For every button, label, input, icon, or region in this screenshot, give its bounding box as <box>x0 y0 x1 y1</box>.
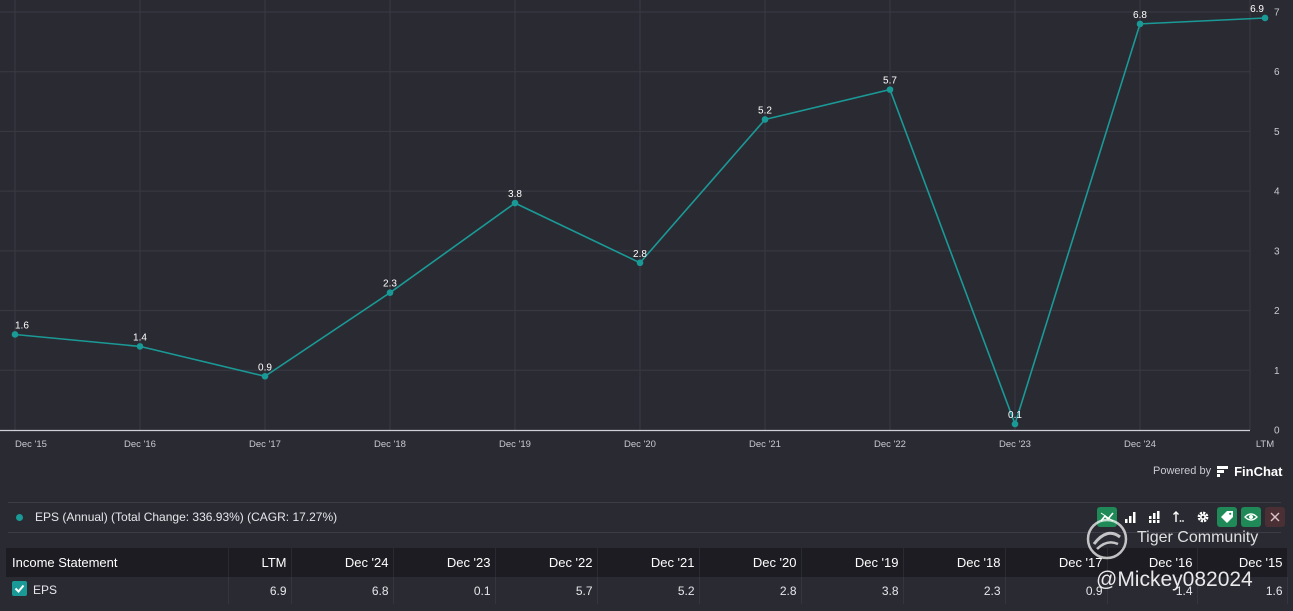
line-chart-icon[interactable] <box>1097 507 1117 527</box>
header-dec-17[interactable]: Dec '17 <box>1005 548 1108 577</box>
y-tick-label: 2 <box>1274 306 1280 317</box>
data-label: 0.1 <box>1008 410 1022 421</box>
legend-dot <box>16 514 23 521</box>
data-point <box>761 116 769 123</box>
data-label: 6.9 <box>1250 4 1264 15</box>
x-tick-label: Dec '21 <box>749 439 781 450</box>
watermark-user: @Mickey082024 <box>1096 568 1253 591</box>
check-icon <box>14 585 25 594</box>
x-tick-label: Dec '24 <box>1124 439 1156 450</box>
data-point <box>1011 420 1019 428</box>
table-row: EPS 6.9 6.8 0.1 5.7 5.2 2.8 3.8 2.3 0.9 … <box>6 577 1288 604</box>
row-label: EPS <box>33 582 58 597</box>
data-label: 5.7 <box>883 76 897 87</box>
y-tick-label: 7 <box>1274 8 1280 19</box>
x-tick-label: Dec '23 <box>999 439 1031 450</box>
data-label: 2.3 <box>383 279 397 290</box>
data-point <box>886 86 894 93</box>
tiger-community-watermark-icon <box>1086 518 1128 560</box>
cell-dec-24: 6.8 <box>291 577 394 604</box>
y-tick-label: 0 <box>1274 426 1280 437</box>
x-tick-label: Dec '15 <box>15 439 47 450</box>
data-label: 1.4 <box>133 332 147 343</box>
cell-dec-19: 3.8 <box>801 577 904 604</box>
cell-dec-17: 0.9 <box>1005 577 1108 604</box>
sort-icon[interactable] <box>1169 507 1189 527</box>
powered-by-branding: Powered by FinChat <box>1153 462 1282 480</box>
gear-icon[interactable] <box>1193 507 1213 527</box>
data-label: 6.8 <box>1133 10 1147 21</box>
divider-bottom <box>8 532 1281 533</box>
bar-chart-icon[interactable] <box>1121 507 1141 527</box>
header-dec-16[interactable]: Dec '16 <box>1107 548 1198 577</box>
chart-toolbar <box>1097 506 1285 528</box>
y-tick-label: 1 <box>1274 366 1280 377</box>
data-point <box>136 343 144 350</box>
close-icon[interactable] <box>1265 507 1285 527</box>
stacked-bar-icon[interactable] <box>1145 507 1165 527</box>
header-dec-18[interactable]: Dec '18 <box>903 548 1006 577</box>
cell-dec-18: 2.3 <box>903 577 1006 604</box>
data-label: 5.2 <box>758 105 772 116</box>
row-label-cell: EPS <box>6 577 229 604</box>
data-point <box>511 199 519 207</box>
divider-top <box>8 502 1281 503</box>
y-tick-label: 6 <box>1274 67 1280 78</box>
legend-row: EPS (Annual) (Total Change: 336.93%) (CA… <box>0 503 1293 532</box>
x-tick-label: Dec '17 <box>249 439 281 450</box>
data-label: 3.8 <box>508 189 522 200</box>
header-ltm[interactable]: LTM <box>228 548 292 577</box>
table-header-row: Income Statement LTM Dec '24 Dec '23 Dec… <box>6 548 1288 577</box>
cell-dec-21: 5.2 <box>597 577 700 604</box>
header-dec-24[interactable]: Dec '24 <box>291 548 394 577</box>
x-tick-label: Dec '19 <box>499 439 531 450</box>
watermark-community: Tiger Community <box>1137 529 1259 546</box>
data-label: 1.6 <box>15 320 29 331</box>
income-statement-table: Income Statement LTM Dec '24 Dec '23 Dec… <box>6 548 1288 604</box>
cell-dec-15: 1.6 <box>1197 577 1288 604</box>
header-dec-19[interactable]: Dec '19 <box>801 548 904 577</box>
header-dec-21[interactable]: Dec '21 <box>597 548 700 577</box>
data-point <box>386 289 394 296</box>
cell-ltm: 6.9 <box>228 577 292 604</box>
header-dec-22[interactable]: Dec '22 <box>495 548 598 577</box>
cell-dec-16: 1.4 <box>1107 577 1198 604</box>
data-point <box>261 372 269 380</box>
header-dec-20[interactable]: Dec '20 <box>699 548 802 577</box>
finchat-logo-icon <box>1217 465 1229 477</box>
data-label: 0.9 <box>258 362 272 373</box>
x-tick-label: Dec '16 <box>124 439 156 450</box>
header-dec-15[interactable]: Dec '15 <box>1197 548 1288 577</box>
data-point <box>636 259 644 267</box>
powered-by-text: Powered by <box>1153 465 1212 477</box>
header-income-statement[interactable]: Income Statement <box>6 548 229 577</box>
x-tick-label: Dec '20 <box>624 439 656 450</box>
eps-line-chart: 0 1 2 3 4 5 6 7 Dec '15 Dec '16 Dec '17 Dec '18 Dec … <box>0 0 1280 450</box>
eye-icon[interactable] <box>1241 507 1261 527</box>
cell-dec-22: 5.7 <box>495 577 598 604</box>
tag-icon[interactable] <box>1217 507 1237 527</box>
finchat-brand: FinChat <box>1234 463 1283 479</box>
x-tick-label: LTM <box>1256 439 1274 450</box>
cell-dec-20: 2.8 <box>699 577 802 604</box>
data-point <box>1136 20 1144 28</box>
y-tick-label: 4 <box>1274 187 1280 198</box>
eps-checkbox[interactable] <box>12 581 27 597</box>
data-label: 2.8 <box>633 249 647 260</box>
x-tick-label: Dec '22 <box>874 439 906 450</box>
y-tick-label: 3 <box>1274 246 1280 257</box>
header-dec-23[interactable]: Dec '23 <box>393 548 496 577</box>
legend-label[interactable]: EPS (Annual) (Total Change: 336.93%) (CA… <box>35 510 338 524</box>
cell-dec-23: 0.1 <box>393 577 496 604</box>
data-point <box>1261 14 1269 22</box>
data-point <box>11 331 19 338</box>
x-tick-label: Dec '18 <box>374 439 406 450</box>
y-tick-label: 5 <box>1274 127 1280 138</box>
